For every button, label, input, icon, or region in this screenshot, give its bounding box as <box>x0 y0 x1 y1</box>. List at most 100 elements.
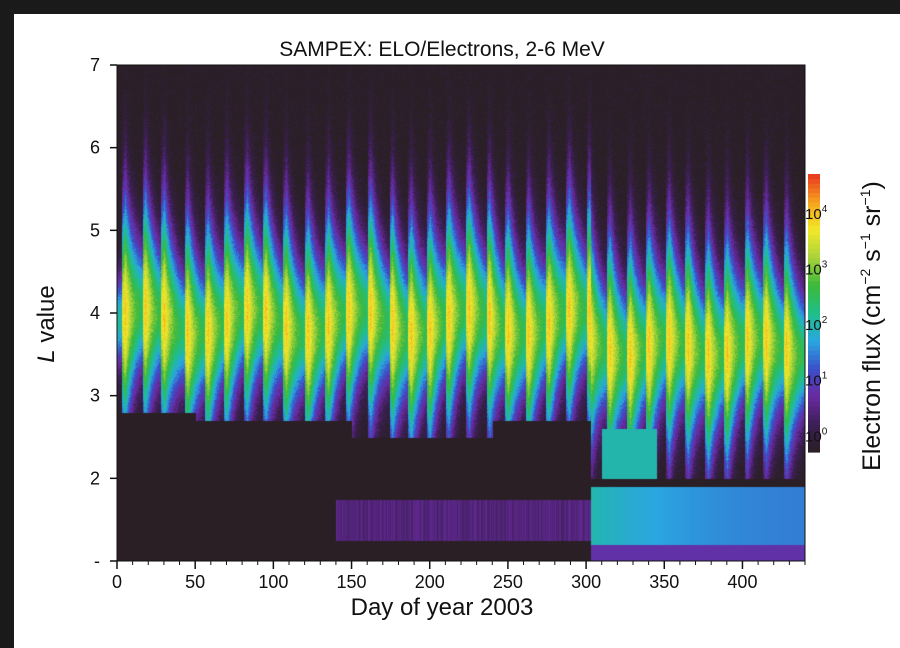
colorbar-tick-label: 102 <box>805 315 828 334</box>
colorbar-swatch <box>808 206 820 212</box>
x-tick-label: 200 <box>415 572 445 592</box>
colorbar-swatch <box>808 192 820 198</box>
colorbar-swatch <box>808 340 820 347</box>
colorbar-tick-label: 101 <box>805 371 828 390</box>
x-tick-label: 300 <box>571 572 601 592</box>
colorbar-swatch <box>808 285 820 291</box>
colorbar-swatch <box>808 211 820 217</box>
colorbar-swatch <box>808 201 820 208</box>
y-tick-label: 7 <box>90 55 100 75</box>
colorbar-swatch <box>808 262 820 268</box>
colorbar-swatch <box>808 174 820 180</box>
colorbar-label-part: ) <box>858 181 886 189</box>
colorbar-label-part: −1 <box>857 233 873 249</box>
colorbar-swatch <box>808 419 820 425</box>
colorbar-swatch <box>808 238 820 245</box>
colorbar-label-part: s <box>858 249 886 268</box>
colorbar-swatch <box>808 271 820 277</box>
colorbar-tick-label: 103 <box>805 260 828 279</box>
heatmap-image <box>117 65 805 561</box>
colorbar-label-part: sr <box>858 205 886 233</box>
colorbar-swatch <box>808 414 820 421</box>
colorbar-label: Electron flux (cm−2 s−1 sr−1) <box>857 181 886 471</box>
colorbar-swatch <box>808 438 820 444</box>
colorbar-swatch <box>808 447 820 453</box>
colorbar-swatch <box>808 289 820 296</box>
colorbar-swatch <box>808 326 820 333</box>
x-axis: 0 50 100 150 200 250 300 350 400 <box>112 561 806 592</box>
colorbar-swatch <box>808 294 820 300</box>
colorbar-swatch <box>808 197 820 203</box>
x-tick-label: 350 <box>649 572 679 592</box>
colorbar-swatch <box>808 359 820 365</box>
x-tick-label: 100 <box>258 572 288 592</box>
x-tick-label: 400 <box>727 572 757 592</box>
colorbar-swatch <box>808 368 820 374</box>
y-tick-label: 5 <box>90 220 100 240</box>
y-axis: - 2 3 4 5 6 7 <box>90 55 117 571</box>
colorbar-swatch <box>808 252 820 258</box>
colorbar-tick-label: 100 <box>805 426 828 445</box>
colorbar-swatch <box>808 248 820 254</box>
colorbar-swatch <box>808 266 820 272</box>
colorbar-swatch <box>808 391 820 397</box>
colorbar-swatch <box>808 275 820 282</box>
colorbar-swatch <box>808 345 820 351</box>
colorbar-swatch <box>808 224 820 231</box>
colorbar-swatch <box>808 308 820 314</box>
colorbar-swatch <box>808 424 820 430</box>
colorbar: 100 101 102 103 104 <box>805 174 828 453</box>
colorbar-swatch <box>808 354 820 360</box>
colorbar-swatch <box>808 401 820 407</box>
colorbar-swatch <box>808 410 820 416</box>
colorbar-swatch <box>808 322 820 328</box>
y-tick-label: 3 <box>90 386 100 406</box>
colorbar-swatch <box>808 428 820 435</box>
x-tick-label: 150 <box>337 572 367 592</box>
colorbar-label-part: −2 <box>857 268 873 284</box>
colorbar-swatch <box>808 396 820 402</box>
y-axis-label-italic: L <box>33 349 60 362</box>
colorbar-swatch <box>808 405 820 411</box>
colorbar-swatch <box>808 317 820 323</box>
colorbar-swatch <box>808 382 820 388</box>
colorbar-label-part: −1 <box>857 189 873 205</box>
colorbar-swatch <box>808 183 820 189</box>
colorbar-swatch <box>808 442 820 448</box>
colorbar-label-part: Electron flux (cm <box>858 285 886 471</box>
colorbar-swatch <box>808 373 820 379</box>
colorbar-tick-label: 104 <box>805 204 828 223</box>
colorbar-swatch <box>808 387 820 393</box>
colorbar-swatch <box>808 336 820 342</box>
y-axis-label-rest: value <box>33 285 60 349</box>
colorbar-swatch <box>808 257 820 263</box>
colorbar-swatch <box>808 229 820 235</box>
y-tick-label: 4 <box>90 303 100 323</box>
colorbar-swatch <box>808 243 820 249</box>
colorbar-swatch <box>808 377 820 384</box>
colorbar-swatch <box>808 187 820 194</box>
y-tick-label: - <box>94 551 100 571</box>
colorbar-swatch <box>808 299 820 305</box>
x-axis-label: Day of year 2003 <box>351 594 534 621</box>
colorbar-swatch <box>808 363 820 370</box>
colorbar-swatch <box>808 215 820 221</box>
y-axis-label: L value <box>33 285 60 362</box>
colorbar-swatch <box>808 220 820 226</box>
x-tick-label: 50 <box>185 572 205 592</box>
colorbar-swatch <box>808 303 820 309</box>
chart-title: SAMPEX: ELO/Electrons, 2-6 MeV <box>279 38 605 61</box>
colorbar-swatch <box>808 280 820 286</box>
colorbar-swatch <box>808 331 820 337</box>
x-tick-label: 0 <box>112 572 122 592</box>
x-tick-label: 250 <box>493 572 523 592</box>
colorbar-swatch <box>808 313 820 319</box>
colorbar-swatch <box>808 234 820 240</box>
heatmap-raster <box>117 65 805 561</box>
y-tick-label: 2 <box>90 468 100 488</box>
colorbar-swatch <box>808 178 820 184</box>
chart-svg: SAMPEX: ELO/Electrons, 2-6 MeV 0 50 100 150… <box>33 38 886 621</box>
colorbar-swatch <box>808 433 820 439</box>
y-tick-label: 6 <box>90 138 100 158</box>
colorbar-swatch <box>808 350 820 356</box>
